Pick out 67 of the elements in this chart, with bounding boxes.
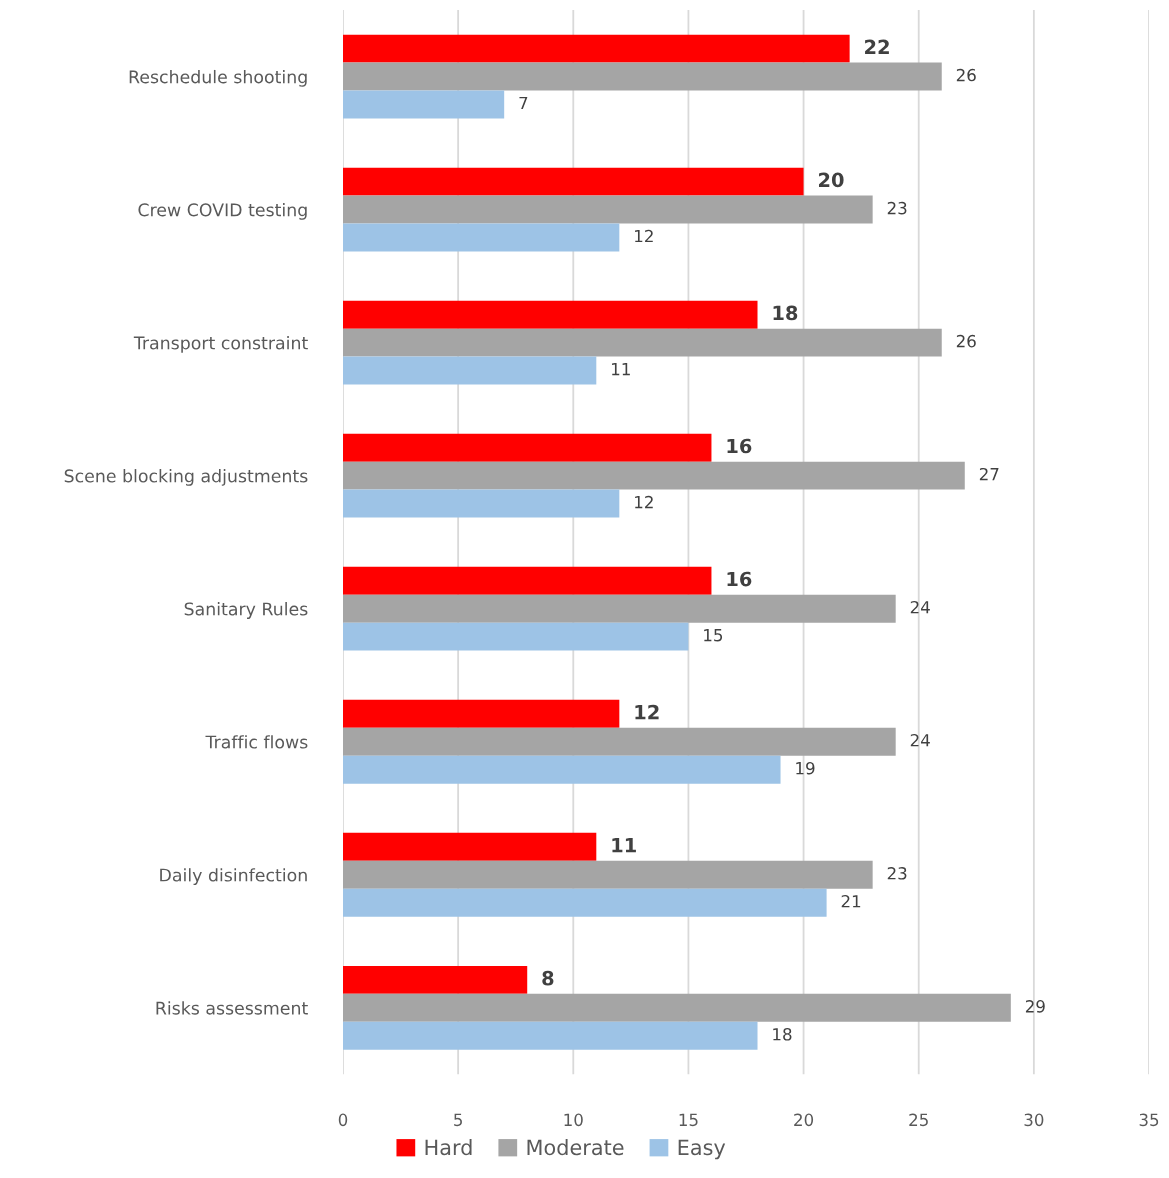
bar — [342, 195, 873, 224]
data-label: 15 — [704, 629, 723, 642]
y-tick-label: Risks assessment — [156, 1001, 308, 1015]
bar — [342, 34, 850, 63]
x-tick-label: 15 — [679, 1113, 698, 1127]
data-label: 11 — [612, 838, 636, 853]
data-label: 18 — [773, 1027, 792, 1041]
bar — [342, 356, 597, 385]
bar — [342, 888, 827, 917]
x-tick-label: 20 — [794, 1113, 814, 1127]
data-label: 7 — [519, 96, 528, 110]
data-label: 26 — [956, 334, 976, 348]
y-tick-label: Scene blocking adjustments — [64, 469, 308, 486]
bar — [342, 965, 528, 994]
bar — [342, 62, 942, 91]
bar — [342, 461, 965, 490]
y-tick-label: Transport constraint — [133, 336, 308, 353]
data-label: 12 — [635, 495, 653, 509]
data-label: 27 — [979, 467, 999, 481]
data-label: 29 — [1025, 1000, 1045, 1013]
data-label: 20 — [819, 172, 844, 188]
bar — [342, 699, 620, 728]
x-tick-label: 10 — [564, 1113, 583, 1127]
bar — [342, 622, 689, 651]
data-label: 23 — [887, 867, 907, 880]
y-tick-label: Crew COVID testing — [138, 202, 307, 220]
bar — [342, 1021, 758, 1050]
bar — [342, 300, 758, 329]
bar — [342, 860, 873, 889]
bar — [342, 433, 712, 462]
data-label: 24 — [910, 733, 930, 747]
legend-label: Easy — [678, 1139, 726, 1160]
y-tick-label: Sanitary Rules — [184, 602, 308, 619]
bar — [342, 566, 712, 595]
data-label: 26 — [956, 68, 976, 82]
data-label: 24 — [910, 600, 930, 614]
bar — [342, 832, 597, 861]
data-label: 8 — [542, 970, 554, 986]
data-label: 22 — [865, 39, 889, 54]
data-label: 12 — [635, 229, 653, 243]
x-tick-label: 30 — [1024, 1113, 1044, 1127]
bar — [342, 594, 896, 623]
x-tick-label: 0 — [338, 1113, 348, 1127]
bar — [342, 328, 942, 357]
x-tick-label: 5 — [454, 1113, 462, 1127]
bar — [342, 993, 1011, 1022]
data-label: 16 — [727, 571, 752, 587]
data-label: 16 — [727, 438, 752, 454]
bar — [342, 755, 781, 784]
bar — [342, 167, 804, 196]
bar — [342, 90, 505, 119]
legend-label: Hard — [425, 1139, 472, 1156]
legend-label: Moderate — [527, 1139, 624, 1156]
y-tick-label: Traffic flows — [205, 735, 308, 749]
y-tick-label: Daily disinfection — [160, 868, 307, 885]
data-label: 18 — [773, 305, 798, 321]
x-tick-label: 25 — [909, 1113, 928, 1127]
bar — [342, 489, 620, 518]
data-label: 21 — [841, 894, 861, 908]
bar — [342, 727, 896, 756]
x-tick-label: 35 — [1139, 1113, 1159, 1127]
data-label: 11 — [612, 363, 630, 376]
data-label: 19 — [796, 761, 815, 775]
bar — [342, 223, 620, 252]
data-label: 12 — [635, 704, 659, 720]
data-label: 23 — [887, 201, 907, 215]
y-tick-label: Reschedule shooting — [129, 69, 307, 87]
